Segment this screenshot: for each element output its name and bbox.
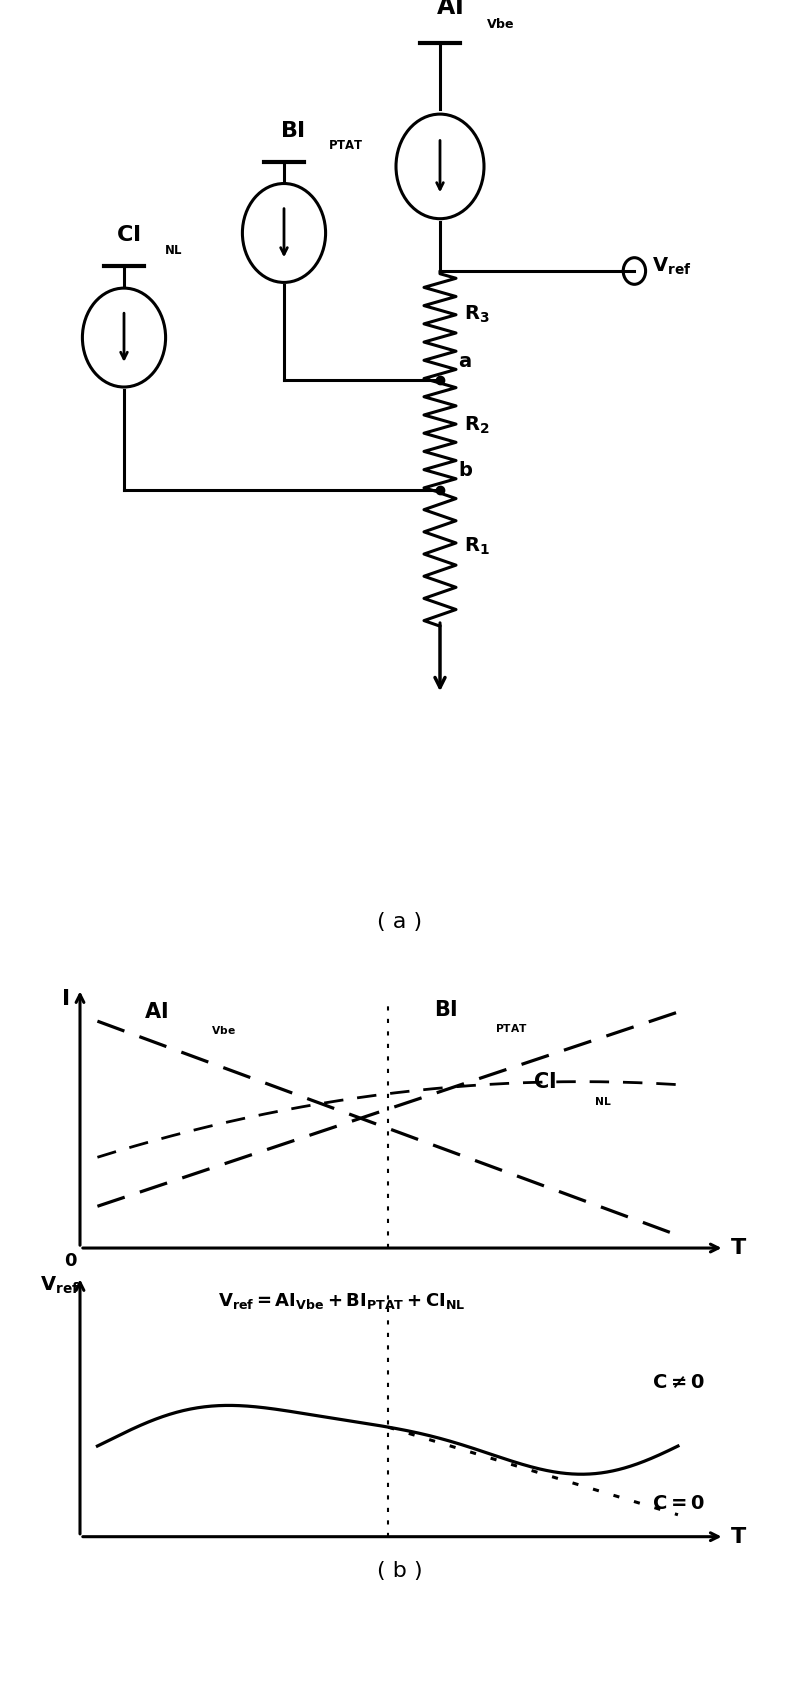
Text: $\mathbf{AI}$: $\mathbf{AI}$ [436,0,463,19]
Text: $\mathbf{BI}$: $\mathbf{BI}$ [434,1000,458,1020]
Text: $\mathbf{V_{ref}=AI_{Vbe}+BI_{PTAT}+CI_{NL}}$: $\mathbf{V_{ref}=AI_{Vbe}+BI_{PTAT}+CI_{… [218,1290,465,1311]
Text: $\mathbf{C{\neq}0}$: $\mathbf{C{\neq}0}$ [652,1372,705,1392]
Text: $\mathbf{AI}$: $\mathbf{AI}$ [144,1002,168,1022]
Text: $\mathbf{T}$: $\mathbf{T}$ [730,1527,747,1547]
Text: $\mathbf{0}$: $\mathbf{0}$ [65,1251,78,1270]
Text: $\mathbf{_{PTAT}}$: $\mathbf{_{PTAT}}$ [328,134,363,153]
Text: $\mathbf{a}$: $\mathbf{a}$ [458,351,471,370]
Text: $\mathbf{b}$: $\mathbf{b}$ [458,462,473,481]
Text: $\mathbf{I}$: $\mathbf{I}$ [62,990,70,1009]
Text: $\mathbf{_{NL}}$: $\mathbf{_{NL}}$ [164,239,183,256]
Text: $\mathbf{T}$: $\mathbf{T}$ [730,1238,747,1258]
Text: $\mathbf{R_2}$: $\mathbf{R_2}$ [464,414,490,436]
Text: $\mathbf{CI}$: $\mathbf{CI}$ [116,226,141,245]
Text: $\mathbf{BI}$: $\mathbf{BI}$ [280,121,305,141]
Text: ( b ): ( b ) [377,1560,423,1581]
Text: $\mathbf{C{=}0}$: $\mathbf{C{=}0}$ [652,1494,705,1513]
Text: ( a ): ( a ) [378,912,422,932]
Text: $\mathbf{R_3}$: $\mathbf{R_3}$ [464,304,490,324]
Text: $\mathbf{R_1}$: $\mathbf{R_1}$ [464,537,490,557]
Text: $\mathbf{V_{ref}}$: $\mathbf{V_{ref}}$ [40,1275,79,1296]
Text: $\mathbf{_{Vbe}}$: $\mathbf{_{Vbe}}$ [486,14,515,31]
Text: $\mathbf{V_{ref}}$: $\mathbf{V_{ref}}$ [652,256,691,277]
Text: $\mathbf{_{Vbe}}$: $\mathbf{_{Vbe}}$ [210,1022,235,1037]
Text: $\mathbf{_{PTAT}}$: $\mathbf{_{PTAT}}$ [495,1020,528,1034]
Text: $\mathbf{_{NL}}$: $\mathbf{_{NL}}$ [594,1092,611,1107]
Text: $\mathbf{CI}$: $\mathbf{CI}$ [533,1073,556,1092]
